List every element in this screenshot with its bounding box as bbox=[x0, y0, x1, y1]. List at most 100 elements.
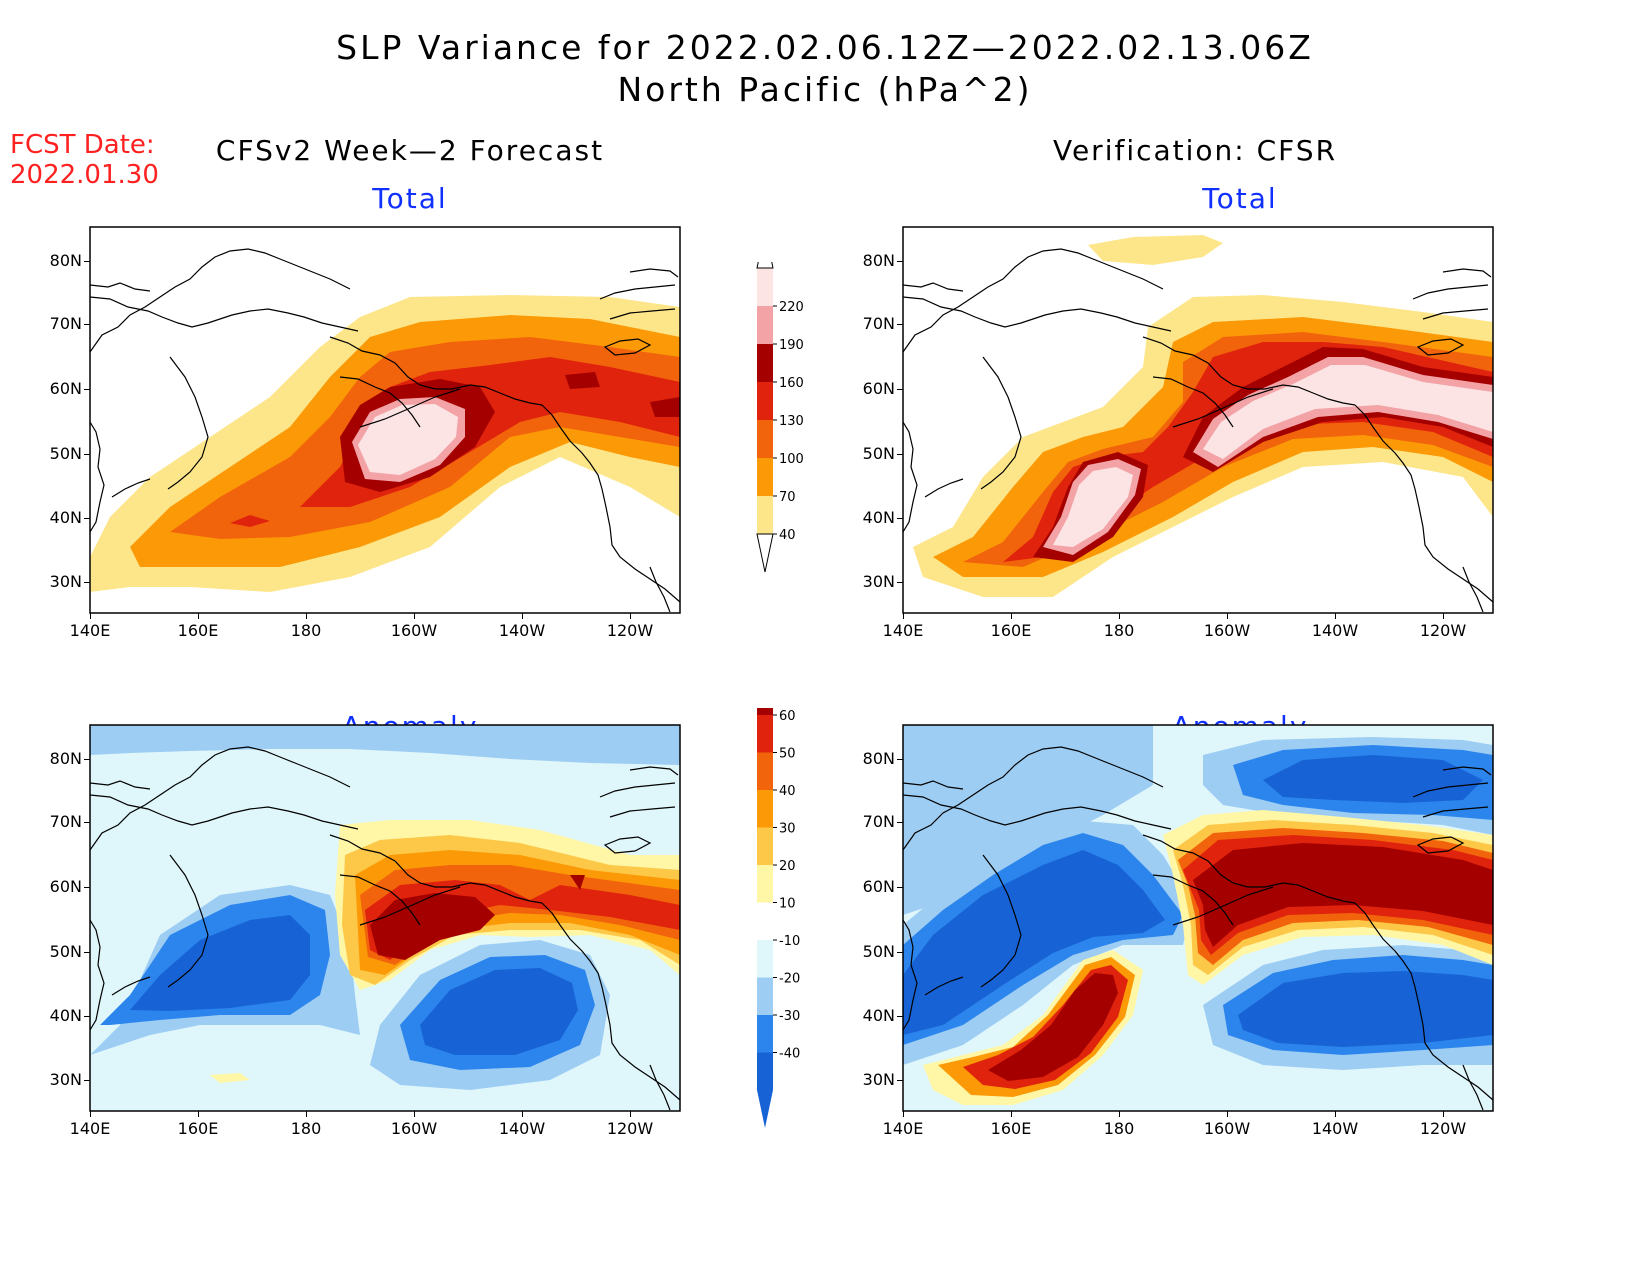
main-title-line2: North Pacific (hPa^2) bbox=[617, 70, 1033, 109]
colorbar-total-swatch bbox=[757, 344, 773, 382]
lon-tick-label: 140E bbox=[882, 1119, 924, 1138]
lat-tick-label: 70N bbox=[862, 314, 895, 333]
colorbar-anomaly-swatch bbox=[757, 977, 773, 1015]
colorbar-total-label: 190 bbox=[779, 338, 804, 353]
colorbar-anomaly-swatch bbox=[757, 790, 773, 828]
lat-tick bbox=[84, 454, 90, 455]
colorbar-total-swatch bbox=[757, 496, 773, 534]
lon-tick bbox=[198, 613, 199, 619]
lat-tick bbox=[84, 822, 90, 823]
lon-tick-label: 160E bbox=[990, 1119, 1032, 1138]
colorbar-anomaly-swatch bbox=[757, 708, 773, 715]
lon-tick-label: 160W bbox=[390, 621, 438, 640]
lon-tick-label: 140W bbox=[1311, 1119, 1359, 1138]
column-title-forecast: CFSv2 Week—2 Forecast bbox=[215, 134, 605, 167]
lon-tick-label: 140W bbox=[498, 621, 546, 640]
colorbar-anomaly-swatch bbox=[757, 940, 773, 978]
lat-tick bbox=[897, 324, 903, 325]
colorbar-total-label: 100 bbox=[779, 452, 804, 467]
verification-total-field bbox=[913, 235, 1493, 597]
lat-tick-label: 60N bbox=[862, 877, 895, 896]
lon-tick-label: 140E bbox=[69, 1119, 111, 1138]
lat-tick bbox=[897, 582, 903, 583]
lon-tick bbox=[414, 613, 415, 619]
lon-tick-label: 160E bbox=[990, 621, 1032, 640]
lon-tick bbox=[1443, 1111, 1444, 1117]
lon-tick-label: 180 bbox=[290, 1119, 322, 1138]
lat-tick-label: 30N bbox=[862, 1070, 895, 1089]
lon-tick bbox=[306, 613, 307, 619]
colorbar-total-high-end bbox=[756, 262, 774, 269]
lon-tick bbox=[522, 613, 523, 619]
fcst-date-value: 2022.01.30 bbox=[10, 160, 159, 190]
lat-tick-label: 80N bbox=[862, 749, 895, 768]
lon-tick bbox=[198, 1111, 199, 1117]
lat-tick-label: 50N bbox=[862, 942, 895, 961]
lat-tick-label: 70N bbox=[49, 812, 82, 831]
lat-tick-label: 80N bbox=[49, 749, 82, 768]
lat-tick-label: 40N bbox=[862, 1006, 895, 1025]
colorbar-anomaly-label: 30 bbox=[779, 822, 796, 837]
colorbar-anomaly-swatch bbox=[757, 1052, 773, 1090]
verification-anomaly-map bbox=[902, 724, 1494, 1112]
colorbar-total: 40 70 100 130 160 190 220 bbox=[756, 262, 804, 573]
lat-tick-label: 70N bbox=[49, 314, 82, 333]
lat-tick-label: 80N bbox=[49, 251, 82, 270]
colorbar-total-label: 160 bbox=[779, 376, 804, 391]
lat-tick bbox=[897, 1016, 903, 1017]
lon-tick-label: 120W bbox=[1419, 1119, 1467, 1138]
lat-tick-label: 40N bbox=[862, 508, 895, 527]
lat-tick bbox=[897, 952, 903, 953]
lon-tick-label: 140E bbox=[69, 621, 111, 640]
colorbar-anomaly-swatch bbox=[757, 1015, 773, 1053]
lon-tick bbox=[306, 1111, 307, 1117]
verification-anomaly-field bbox=[903, 725, 1493, 1105]
lat-tick-label: 40N bbox=[49, 1006, 82, 1025]
lon-tick bbox=[522, 1111, 523, 1117]
colorbar-total-label: 70 bbox=[779, 490, 796, 505]
lat-tick-label: 50N bbox=[862, 444, 895, 463]
lon-tick bbox=[1227, 613, 1228, 619]
colorbar-anomaly-label: -20 bbox=[779, 972, 800, 987]
colorbar-total-swatch bbox=[757, 420, 773, 458]
colorbar-anomaly: -40 -30 -20 -10 10 20 30 40 50 60 bbox=[757, 708, 800, 1128]
lon-tick bbox=[414, 1111, 415, 1117]
lat-tick bbox=[897, 261, 903, 262]
lat-tick bbox=[897, 759, 903, 760]
lon-tick bbox=[903, 613, 904, 619]
colorbar-anomaly-label: 50 bbox=[779, 747, 796, 762]
colorbar-total-swatch bbox=[757, 306, 773, 344]
lat-tick bbox=[84, 759, 90, 760]
colorbar-anomaly-label: -30 bbox=[779, 1009, 800, 1024]
lon-tick bbox=[1011, 1111, 1012, 1117]
lat-tick-label: 60N bbox=[49, 877, 82, 896]
lon-tick-label: 160W bbox=[1203, 1119, 1251, 1138]
lat-tick bbox=[84, 324, 90, 325]
lon-tick bbox=[90, 1111, 91, 1117]
colorbar-total-swatch bbox=[757, 458, 773, 496]
lon-tick bbox=[1011, 613, 1012, 619]
lon-tick-label: 120W bbox=[1419, 621, 1467, 640]
colorbar-total-swatch bbox=[757, 268, 773, 306]
lat-tick bbox=[84, 1016, 90, 1017]
colorbar-anomaly-low-end bbox=[757, 1090, 773, 1128]
colorbar-total-label: 130 bbox=[779, 414, 804, 429]
lat-tick bbox=[897, 518, 903, 519]
lat-tick bbox=[897, 389, 903, 390]
colorbar-anomaly-label: -40 bbox=[779, 1047, 800, 1062]
lon-tick-label: 140W bbox=[498, 1119, 546, 1138]
lat-tick-label: 80N bbox=[862, 251, 895, 270]
column-title-verification: Verification: CFSR bbox=[1052, 134, 1338, 167]
lon-tick-label: 140W bbox=[1311, 621, 1359, 640]
lon-tick-label: 180 bbox=[1103, 621, 1135, 640]
colorbar-anomaly-label: -10 bbox=[779, 934, 800, 949]
lon-tick-label: 160E bbox=[177, 1119, 219, 1138]
lat-tick bbox=[84, 582, 90, 583]
lat-tick bbox=[84, 952, 90, 953]
colorbar-anomaly-swatch bbox=[757, 752, 773, 790]
colorbar-total-label: 40 bbox=[779, 528, 796, 543]
colorbar-anomaly-swatch bbox=[757, 827, 773, 865]
lat-tick bbox=[84, 1080, 90, 1081]
colorbar-anomaly-label: 40 bbox=[779, 784, 796, 799]
lon-tick bbox=[630, 613, 631, 619]
